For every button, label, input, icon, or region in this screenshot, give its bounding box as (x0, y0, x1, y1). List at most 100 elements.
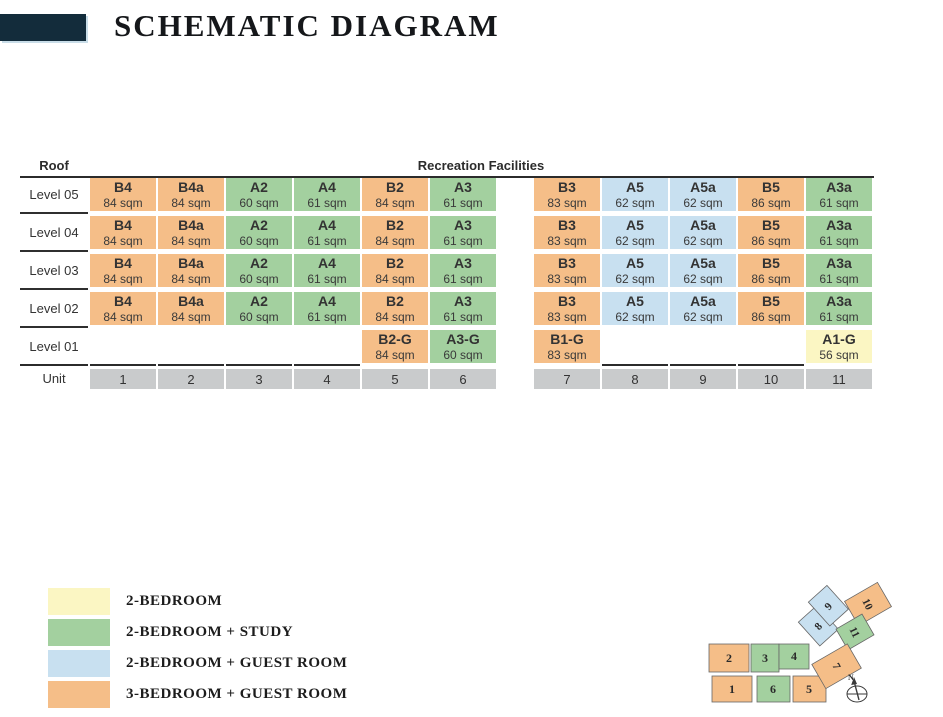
siteplan-unit-number-7: 7 (830, 661, 843, 672)
unit-number-5: 5 (362, 369, 428, 389)
unit-cell-A5a: A5a 62 sqm (670, 292, 736, 325)
unit-area-label: 62 sqm (683, 271, 723, 286)
unit-cell-B4: B4 84 sqm (90, 254, 156, 287)
empty-cell (158, 328, 224, 366)
unit-cell-A4: A4 61 sqm (294, 292, 360, 325)
unit-area-label: 86 sqm (751, 271, 791, 286)
unit-type-label: A3 (454, 255, 472, 272)
siteplan-block-2 (708, 643, 750, 673)
brand-bar (0, 14, 86, 41)
unit-area-label: 62 sqm (615, 195, 655, 210)
unit-type-label: A4 (318, 293, 336, 310)
north-compass-icon: N (846, 673, 868, 703)
unit-number-10: 10 (738, 369, 804, 389)
siteplan-block-1 (711, 675, 753, 703)
unit-type-label: B4 (114, 217, 132, 234)
unit-area-label: 60 sqm (443, 347, 483, 362)
unit-cell-A3: A3 61 sqm (430, 254, 496, 287)
unit-type-label: A2 (250, 217, 268, 234)
unit-area-label: 84 sqm (103, 195, 143, 210)
unit-cell-A3a: A3a 61 sqm (806, 292, 872, 325)
empty-cell (602, 328, 668, 366)
unit-area-label: 83 sqm (547, 309, 587, 324)
unit-area-label: 83 sqm (547, 233, 587, 248)
svg-text:N: N (848, 673, 854, 682)
unit-area-label: 84 sqm (103, 309, 143, 324)
unit-cell-B5: B5 86 sqm (738, 292, 804, 325)
siteplan-unit-number-4: 4 (791, 649, 797, 663)
unit-area-label: 84 sqm (375, 271, 415, 286)
unit-cell-A2: A2 60 sqm (226, 254, 292, 287)
unit-cell-B1-G: B1-G 83 sqm (534, 330, 600, 363)
unit-cell-A3: A3 61 sqm (430, 178, 496, 211)
unit-number-2: 2 (158, 369, 224, 389)
unit-area-label: 61 sqm (307, 309, 347, 324)
unit-area-label: 60 sqm (239, 195, 279, 210)
unit-type-label: A2 (250, 293, 268, 310)
unit-number-9: 9 (670, 369, 736, 389)
unit-cell-B2: B2 84 sqm (362, 254, 428, 287)
unit-cell-B4a: B4a 84 sqm (158, 178, 224, 211)
unit-area-label: 86 sqm (751, 195, 791, 210)
siteplan-block-11 (835, 613, 875, 651)
unit-type-label: B5 (762, 179, 780, 196)
unit-area-label: 56 sqm (819, 347, 859, 362)
unit-number-11: 11 (806, 369, 872, 389)
unit-cell-A5a: A5a 62 sqm (670, 178, 736, 211)
unit-type-label: B2 (386, 255, 404, 272)
unit-area-label: 61 sqm (819, 233, 859, 248)
unit-area-label: 62 sqm (615, 233, 655, 248)
unit-type-label: A4 (318, 179, 336, 196)
unit-cell-A5a: A5a 62 sqm (670, 254, 736, 287)
siteplan-unit-number-1: 1 (729, 682, 735, 696)
siteplan-unit-number-11: 11 (846, 625, 861, 640)
unit-cell-B5: B5 86 sqm (738, 254, 804, 287)
unit-type-label: A5 (626, 255, 644, 272)
unit-cell-B2: B2 84 sqm (362, 216, 428, 249)
unit-type-label: A3 (454, 179, 472, 196)
unit-type-label: A5a (690, 179, 716, 196)
level-label: Level 05 (20, 176, 88, 214)
unit-cell-B3: B3 83 sqm (534, 254, 600, 287)
unit-area-label: 83 sqm (547, 347, 587, 362)
unit-area-label: 61 sqm (443, 233, 483, 248)
legend-item: 3-BEDROOM + GUEST ROOM (48, 681, 347, 708)
unit-type-label: A3a (826, 293, 852, 310)
unit-cell-B2: B2 84 sqm (362, 292, 428, 325)
siteplan-block-7 (811, 643, 862, 690)
unit-area-label: 84 sqm (103, 271, 143, 286)
unit-number-3: 3 (226, 369, 292, 389)
unit-cell-A5: A5 62 sqm (602, 178, 668, 211)
unit-cell-B2-G: B2-G 84 sqm (362, 330, 428, 363)
legend-swatch-2br (48, 588, 110, 615)
unit-area-label: 83 sqm (547, 195, 587, 210)
legend-swatch-2br_guest (48, 650, 110, 677)
legend-label: 2-BEDROOM + STUDY (126, 624, 294, 640)
level-label: Level 01 (20, 328, 88, 366)
roof-label: Roof (39, 158, 69, 173)
unit-number-8: 8 (602, 369, 668, 389)
unit-area-label: 86 sqm (751, 233, 791, 248)
unit-number-6: 6 (430, 369, 496, 389)
unit-area-label: 61 sqm (307, 195, 347, 210)
unit-type-label: B2-G (378, 331, 412, 348)
unit-area-label: 62 sqm (683, 233, 723, 248)
legend-item: 2-BEDROOM + GUEST ROOM (48, 650, 347, 677)
unit-cell-A3a: A3a 61 sqm (806, 216, 872, 249)
legend: 2-BEDROOM 2-BEDROOM + STUDY 2-BEDROOM + GU… (48, 588, 347, 712)
unit-type-label: B3 (558, 179, 576, 196)
legend-swatch-2br_study (48, 619, 110, 646)
unit-area-label: 60 sqm (239, 271, 279, 286)
unit-type-label: B4a (178, 217, 204, 234)
siteplan-block-9 (807, 584, 849, 627)
unit-cell-A1-G: A1-G 56 sqm (806, 330, 872, 363)
unit-cell-A4: A4 61 sqm (294, 216, 360, 249)
unit-type-label: B2 (386, 179, 404, 196)
unit-cell-A2: A2 60 sqm (226, 292, 292, 325)
unit-cell-A5: A5 62 sqm (602, 254, 668, 287)
unit-type-label: B2 (386, 217, 404, 234)
page-title: SCHEMATIC DIAGRAM (114, 8, 500, 43)
unit-type-label: B3 (558, 217, 576, 234)
unit-area-label: 61 sqm (819, 309, 859, 324)
